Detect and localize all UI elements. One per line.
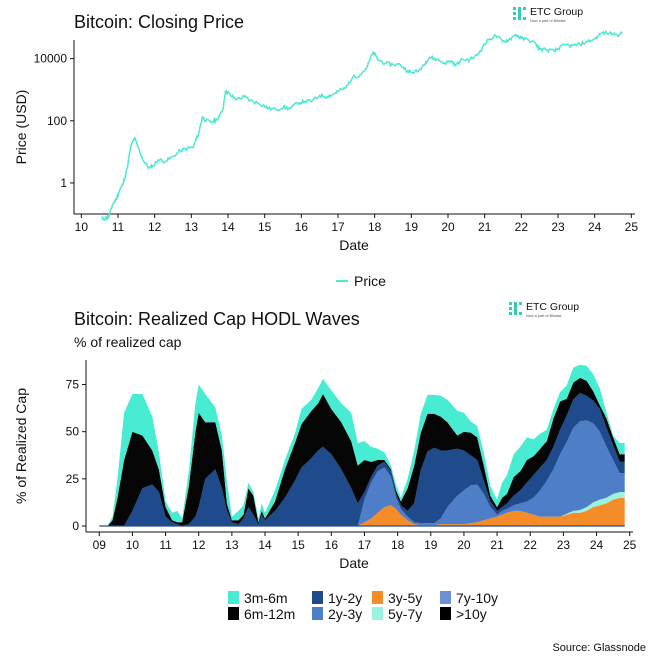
hodl-y-tick-label: 75 xyxy=(66,378,80,392)
hodl-area-6m-12m xyxy=(99,377,625,526)
hodl-x-tick-label: 25 xyxy=(623,538,637,552)
hodl-x-tick-label: 20 xyxy=(457,538,471,552)
price-x-tick-label: 17 xyxy=(331,220,345,234)
price-x-tick-label: 21 xyxy=(478,220,492,234)
legend-swatch-3m-6m xyxy=(228,591,239,604)
hodl-x-tick-label: 09 xyxy=(93,538,107,552)
legend-swatch-7y-10y xyxy=(440,591,451,604)
hodl-area-3m-6m xyxy=(99,364,625,526)
etc-logo-mark xyxy=(513,7,526,20)
hodl-y-axis-label: % of Realized Cap xyxy=(13,388,29,504)
price-x-tick-label: 11 xyxy=(112,220,125,234)
hodl-area-2y-3y xyxy=(99,420,625,526)
hodl-x-tick-label: 21 xyxy=(490,538,504,552)
price-chart-title: Bitcoin: Closing Price xyxy=(74,12,244,32)
price-x-tick-label: 13 xyxy=(185,220,199,234)
price-series-line xyxy=(101,29,623,222)
legend-swatch-3y-5y xyxy=(372,591,383,604)
legend-label-7y-10y: 7y-10y xyxy=(456,590,498,606)
legend-swatch-5y-7y xyxy=(372,607,383,620)
hodl-x-tick-label: 18 xyxy=(391,538,405,552)
legend-swatch-1y-2y xyxy=(312,591,323,604)
hodl-x-tick-label: 15 xyxy=(291,538,305,552)
legend-swatch-2y-3y xyxy=(312,607,323,620)
legend-label-3y-5y: 3y-5y xyxy=(388,590,422,606)
price-chart: Bitcoin: Closing Price ETC Group Now a p… xyxy=(13,6,638,289)
legend-swatch-10y xyxy=(440,607,451,620)
hodl-y-ticks: 0 25 50 75 xyxy=(66,378,86,533)
legend-label-2y-3y: 2y-3y xyxy=(328,606,362,622)
price-x-axis-label: Date xyxy=(339,237,369,253)
hodl-y-tick-label: 0 xyxy=(72,519,79,533)
price-y-tick-label: 10000 xyxy=(34,52,68,66)
price-x-tick-label: 14 xyxy=(221,220,235,234)
price-x-tick-label: 24 xyxy=(588,220,602,234)
brand-logo-top: ETC Group Now a part of Bitwise xyxy=(513,6,583,23)
hodl-chart-subtitle: % of realized cap xyxy=(74,334,182,350)
hodl-x-tick-label: 13 xyxy=(225,538,239,552)
hodl-x-tick-label: 22 xyxy=(524,538,538,552)
price-y-tick-label: 100 xyxy=(47,114,67,128)
price-x-tick-label: 23 xyxy=(551,220,565,234)
price-y-axis-label: Price (USD) xyxy=(13,90,29,165)
hodl-stacked-areas xyxy=(99,364,625,527)
brand-logo-bottom: ETC Group Now a part of Bitwise xyxy=(509,301,579,318)
legend-label-3m-6m: 3m-6m xyxy=(244,590,288,606)
hodl-x-tick-label: 11 xyxy=(159,538,172,552)
hodl-x-tick-label: 16 xyxy=(325,538,339,552)
price-x-tick-label: 15 xyxy=(258,220,272,234)
hodl-x-tick-label: 12 xyxy=(192,538,206,552)
brand-tagline: Now a part of Bitwise xyxy=(530,19,566,23)
hodl-x-tick-label: 19 xyxy=(424,538,438,552)
price-x-tick-label: 19 xyxy=(405,220,419,234)
hodl-x-tick-label: 24 xyxy=(590,538,604,552)
price-x-tick-label: 16 xyxy=(295,220,309,234)
hodl-chart-title: Bitcoin: Realized Cap HODL Waves xyxy=(74,309,360,329)
legend-label-5y-7y: 5y-7y xyxy=(388,606,422,622)
hodl-area-3y-5y xyxy=(99,497,625,526)
price-x-tick-label: 20 xyxy=(441,220,455,234)
etc-logo-mark xyxy=(509,302,522,315)
price-x-tick-label: 22 xyxy=(515,220,529,234)
legend-label-10y: >10y xyxy=(456,606,487,622)
brand-name: ETC Group xyxy=(530,6,583,18)
legend-label-1y-2y: 1y-2y xyxy=(328,590,362,606)
legend-label-6m-12m: 6m-12m xyxy=(244,606,295,622)
source-note: Source: Glassnode xyxy=(552,642,646,654)
price-x-tick-label: 12 xyxy=(148,220,162,234)
hodl-chart: Bitcoin: Realized Cap HODL Waves % of re… xyxy=(13,301,637,622)
brand-tagline: Now a part of Bitwise xyxy=(526,314,562,318)
price-x-tick-label: 10 xyxy=(75,220,89,234)
price-x-tick-label: 18 xyxy=(368,220,382,234)
hodl-legend: 3m-6m 1y-2y 3y-5y 7y-10y 6m-12m 2y-3y 5y-7y >10… xyxy=(228,590,498,622)
hodl-x-ticks: 09 10 11 12 13 14 15 16 17 18 19 20 21 22 23 24 25 xyxy=(93,532,637,552)
price-x-ticks: 10 11 12 13 14 15 16 17 18 19 20 21 22 23 24 25 xyxy=(75,214,639,234)
hodl-x-axis-label: Date xyxy=(339,555,369,571)
hodl-y-tick-label: 25 xyxy=(66,472,80,486)
hodl-area-1y-2y xyxy=(99,393,625,526)
hodl-y-tick-label: 50 xyxy=(66,425,80,439)
price-y-tick-label: 1 xyxy=(60,176,67,190)
hodl-x-tick-label: 23 xyxy=(557,538,571,552)
legend-swatch-6m-12m xyxy=(228,607,239,620)
hodl-x-tick-label: 17 xyxy=(358,538,372,552)
price-x-tick-label: 25 xyxy=(625,220,639,234)
price-y-ticks: 1 100 10000 xyxy=(34,52,74,190)
hodl-x-tick-label: 14 xyxy=(258,538,272,552)
hodl-x-tick-label: 10 xyxy=(126,538,140,552)
price-legend: Price xyxy=(336,273,386,289)
legend-label-price: Price xyxy=(354,273,386,289)
brand-name: ETC Group xyxy=(526,301,579,313)
